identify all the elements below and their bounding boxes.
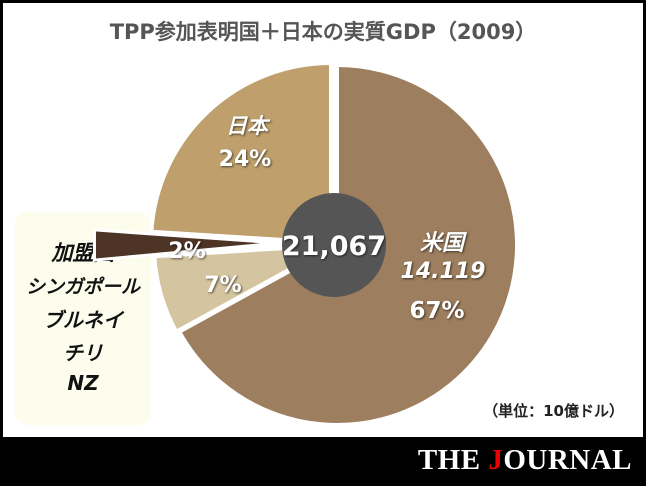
pie-slice	[92, 228, 280, 262]
legend-item: チリ	[63, 341, 103, 365]
pie-slice	[149, 60, 333, 246]
center-disc	[282, 193, 386, 297]
slice-percent-label: 67%	[409, 298, 464, 324]
legend-item: ブルネイ	[43, 308, 123, 332]
legend-item: NZ	[67, 371, 99, 395]
brand-suffix: OURNAL	[503, 444, 632, 476]
brand-highlight: J	[488, 444, 504, 476]
unit-label: （単位：10億ドル）	[483, 402, 624, 420]
slice-name-label: 日本	[226, 114, 271, 138]
slice-name-label: 米国	[420, 231, 467, 256]
chart-title: TPP参加表明国＋日本の実質GDP（2009）	[109, 20, 537, 44]
slice-percent-label: 24%	[219, 147, 272, 172]
total-label: 21,067	[282, 231, 386, 262]
slice-percent-label: 2%	[168, 239, 205, 264]
legend-item: シンガポール	[25, 276, 140, 298]
slice-value-label: 14.119	[401, 259, 486, 284]
brand-prefix: THE	[417, 444, 489, 476]
slice-percent-label: 7%	[204, 273, 241, 298]
brand-logo: THE JOURNAL	[418, 444, 632, 477]
